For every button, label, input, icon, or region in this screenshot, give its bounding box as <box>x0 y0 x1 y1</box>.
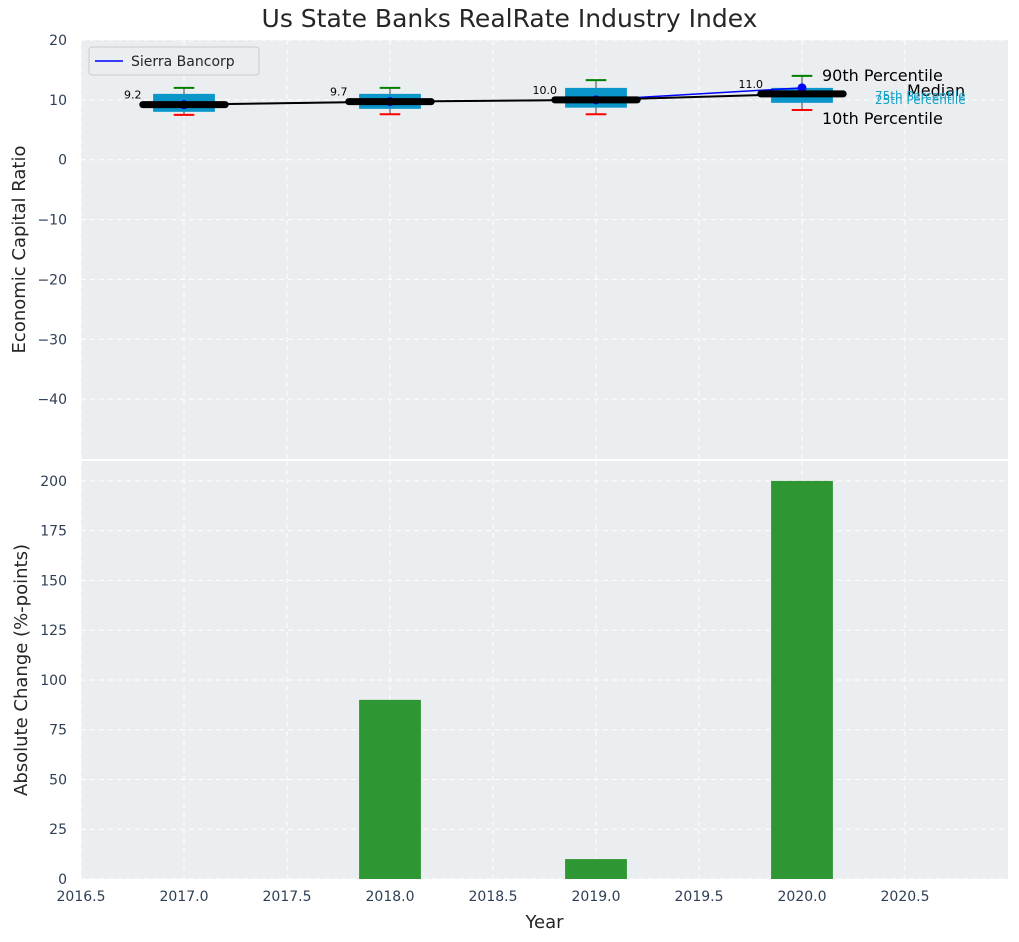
top-y-tick-label: −30 <box>37 332 67 348</box>
x-tick-label: 2017.0 <box>160 889 209 905</box>
x-tick-label: 2017.5 <box>263 889 312 905</box>
x-axis-label: Year <box>524 912 564 933</box>
bottom-y-tick-label: 125 <box>40 623 67 639</box>
x-tick-label: 2018.5 <box>469 889 518 905</box>
x-tick-label: 2020.5 <box>881 889 930 905</box>
x-tick-label: 2016.5 <box>57 889 106 905</box>
median-value-label: 10.0 <box>533 84 558 97</box>
x-tick-label: 2019.5 <box>675 889 724 905</box>
chart-title: Us State Banks RealRate Industry Index <box>261 4 758 33</box>
top-y-tick-label: 0 <box>58 153 67 169</box>
bottom-panel: 0 25 50 75 100 125 150 175 200 2016.5 2017.0 2017.5… <box>11 461 1008 933</box>
change-bar <box>359 699 421 879</box>
x-tick-label: 2019.0 <box>572 889 621 905</box>
top-panel: 20 10 0 −10 −20 −30 −40 Economic Capital Ratio 9… <box>9 33 1008 459</box>
p10-annotation: 10th Percentile <box>822 109 943 128</box>
bottom-y-tick-label: 150 <box>40 573 67 589</box>
legend: Sierra Bancorp <box>88 46 260 76</box>
bottom-y-tick-label: 100 <box>40 673 67 689</box>
top-y-tick-label: 20 <box>49 33 67 49</box>
top-y-tick-label: −20 <box>37 272 67 288</box>
median-value-label: 9.2 <box>124 89 142 102</box>
p25-annotation: 25th Percentile <box>875 93 966 107</box>
median-value-label: 9.7 <box>330 86 348 99</box>
bottom-y-tick-label: 200 <box>40 474 67 490</box>
bottom-plot-area <box>81 461 1008 879</box>
bottom-y-tick-label: 25 <box>49 822 67 838</box>
change-bar <box>565 859 627 879</box>
legend-box <box>88 46 260 76</box>
median-annotation: Median <box>907 81 965 100</box>
bottom-y-axis-label: Absolute Change (%-points) <box>11 544 32 796</box>
top-y-tick-label: 10 <box>49 93 67 109</box>
p90-annotation: 90th Percentile <box>822 66 943 85</box>
bottom-y-tick-label: 75 <box>49 723 67 739</box>
change-bar <box>771 480 833 879</box>
legend-label: Sierra Bancorp <box>131 54 235 70</box>
x-tick-label: 2018.0 <box>366 889 415 905</box>
top-y-tick-label: −10 <box>37 213 67 229</box>
top-plot-area <box>81 40 1008 459</box>
bottom-y-tick-label: 175 <box>40 524 67 540</box>
top-y-axis-label: Economic Capital Ratio <box>9 146 30 354</box>
median-line <box>183 92 803 106</box>
bottom-y-tick-label: 50 <box>49 772 67 788</box>
median-value-label: 11.0 <box>739 78 764 91</box>
top-y-tick-label: −40 <box>37 392 67 408</box>
x-tick-label: 2020.0 <box>778 889 827 905</box>
p75-annotation: 75th Percentile <box>875 89 966 103</box>
company-point <box>797 83 807 93</box>
bottom-y-tick-label: 0 <box>58 872 67 888</box>
